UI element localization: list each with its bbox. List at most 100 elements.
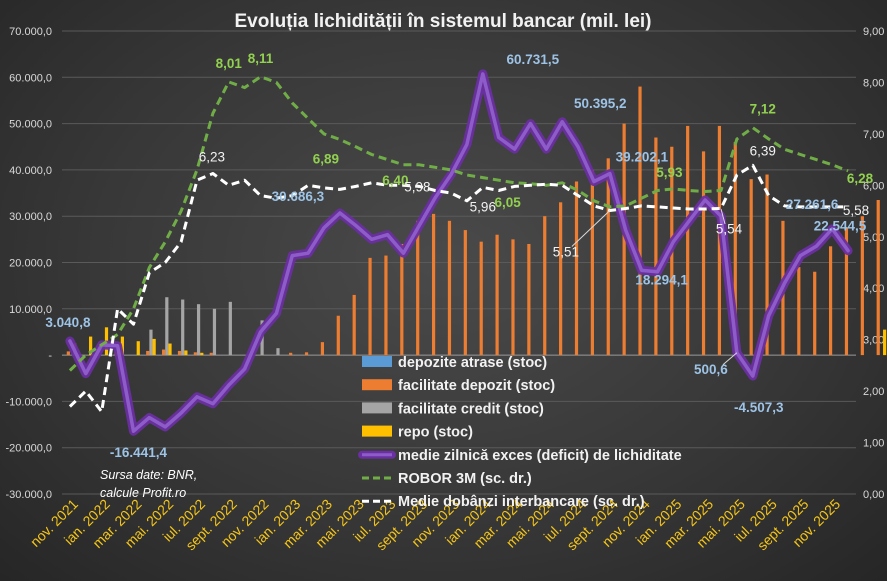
data-label: 6,05 xyxy=(494,195,521,210)
y-left-tick-label: -20.000,0 xyxy=(6,443,52,455)
bar xyxy=(606,158,610,356)
bar xyxy=(686,125,690,356)
bar xyxy=(527,243,531,356)
bar xyxy=(495,234,499,356)
data-label: 5,54 xyxy=(716,221,743,236)
legend-swatch xyxy=(362,402,392,414)
bar xyxy=(162,349,166,356)
y-left-tick-label: 10.000,0 xyxy=(9,304,52,316)
y-right-tick-label: 0,00 xyxy=(863,489,884,501)
data-label: 5,51 xyxy=(553,245,579,260)
bar xyxy=(146,350,150,356)
bar-series xyxy=(66,86,887,356)
bar xyxy=(228,301,232,356)
y-right-tick-label: 1,00 xyxy=(863,438,884,450)
bar xyxy=(883,329,887,356)
y-axis-left: -30.000,0-20.000,0-10.000,0-10.000,020.0… xyxy=(6,26,53,501)
bar xyxy=(276,348,280,356)
data-label: 6,28 xyxy=(847,171,874,186)
data-label: 18.294,1 xyxy=(635,272,688,287)
bar xyxy=(574,181,579,356)
bar xyxy=(701,151,706,356)
bar xyxy=(89,336,93,356)
y-left-tick-label: 30.000,0 xyxy=(9,211,52,223)
bar xyxy=(168,343,172,356)
source-note-line-2: calcule Profit.ro xyxy=(100,486,186,500)
bar xyxy=(336,315,340,356)
bar xyxy=(543,216,547,356)
bar xyxy=(447,220,452,356)
data-label: 50.395,2 xyxy=(574,96,627,111)
bar xyxy=(352,294,356,356)
bar xyxy=(289,352,293,356)
bar xyxy=(463,230,467,356)
bar xyxy=(177,350,182,356)
bar xyxy=(149,329,153,356)
data-label: 500,6 xyxy=(694,362,728,377)
data-label: 22.544,5 xyxy=(814,219,867,234)
y-right-tick-label: 3,00 xyxy=(863,335,884,347)
bar xyxy=(212,308,217,356)
data-label: 5,96 xyxy=(470,199,496,214)
data-label: 30.686,3 xyxy=(272,189,325,204)
bar xyxy=(136,341,140,356)
bar xyxy=(876,199,880,356)
data-label: 6,40 xyxy=(382,173,408,188)
data-label: 7,12 xyxy=(750,102,776,117)
bar xyxy=(431,213,436,356)
bar xyxy=(416,220,420,356)
line-series xyxy=(65,69,853,436)
bar xyxy=(304,352,309,356)
legend-entry: repo (stoc) xyxy=(398,425,473,441)
legend-entry: depozite atrase (stoc) xyxy=(398,355,547,371)
bar xyxy=(66,351,70,356)
data-label: 6,89 xyxy=(313,152,339,167)
chart-title: Evoluția lichidității în sistemul bancar… xyxy=(234,11,651,32)
data-label: 3.040,8 xyxy=(45,315,91,330)
data-label: 27.261,6 xyxy=(786,197,839,212)
bar xyxy=(479,241,483,356)
data-label: 8,11 xyxy=(248,51,274,66)
bar xyxy=(152,338,156,356)
data-label: 6,39 xyxy=(750,143,776,158)
data-label: 8,01 xyxy=(216,56,243,71)
label-leader-line xyxy=(720,208,726,225)
bar xyxy=(511,239,515,356)
bar xyxy=(400,243,404,356)
y-left-tick-label: 50.000,0 xyxy=(9,119,52,131)
legend-swatch xyxy=(362,379,392,391)
bar xyxy=(733,142,737,356)
data-label: 6,23 xyxy=(199,150,225,165)
y-left-tick-label: -10.000,0 xyxy=(6,396,52,408)
legend-swatch xyxy=(362,356,392,367)
legend: depozite atrase (stoc) facilitate depozit… xyxy=(358,355,682,510)
bar xyxy=(184,350,188,356)
data-label: 5,58 xyxy=(843,203,869,218)
legend-entry: Medie dobânzi interbancare (sc. dr.) xyxy=(398,494,645,510)
y-left-tick-label: 60.000,0 xyxy=(9,72,52,84)
bar xyxy=(797,267,801,356)
legend-swatch xyxy=(362,425,392,437)
bar xyxy=(749,179,753,356)
bar xyxy=(120,336,124,356)
bar xyxy=(860,216,864,356)
bar xyxy=(209,352,213,356)
bar xyxy=(844,227,849,356)
data-label: -16.441,4 xyxy=(110,445,168,460)
data-labels: 3.040,8 -16.441,4 30.686,3 60.731,5 50.395,2… xyxy=(45,51,873,460)
bar xyxy=(590,169,594,356)
y-axis-right: 0,001,002,003,004,005,006,007,008,009,00 xyxy=(863,26,884,501)
bar xyxy=(828,246,833,356)
bar xyxy=(368,257,372,356)
y-right-tick-label: 4,00 xyxy=(863,283,884,295)
bar xyxy=(165,297,169,356)
bar xyxy=(200,352,204,356)
data-label: 60.731,5 xyxy=(507,52,560,67)
bar xyxy=(654,137,658,356)
y-left-tick-label: -30.000,0 xyxy=(6,489,52,501)
bar xyxy=(193,352,197,356)
data-label: 5,93 xyxy=(656,165,683,180)
y-left-tick-label: 20.000,0 xyxy=(9,258,52,270)
bar xyxy=(638,86,642,356)
